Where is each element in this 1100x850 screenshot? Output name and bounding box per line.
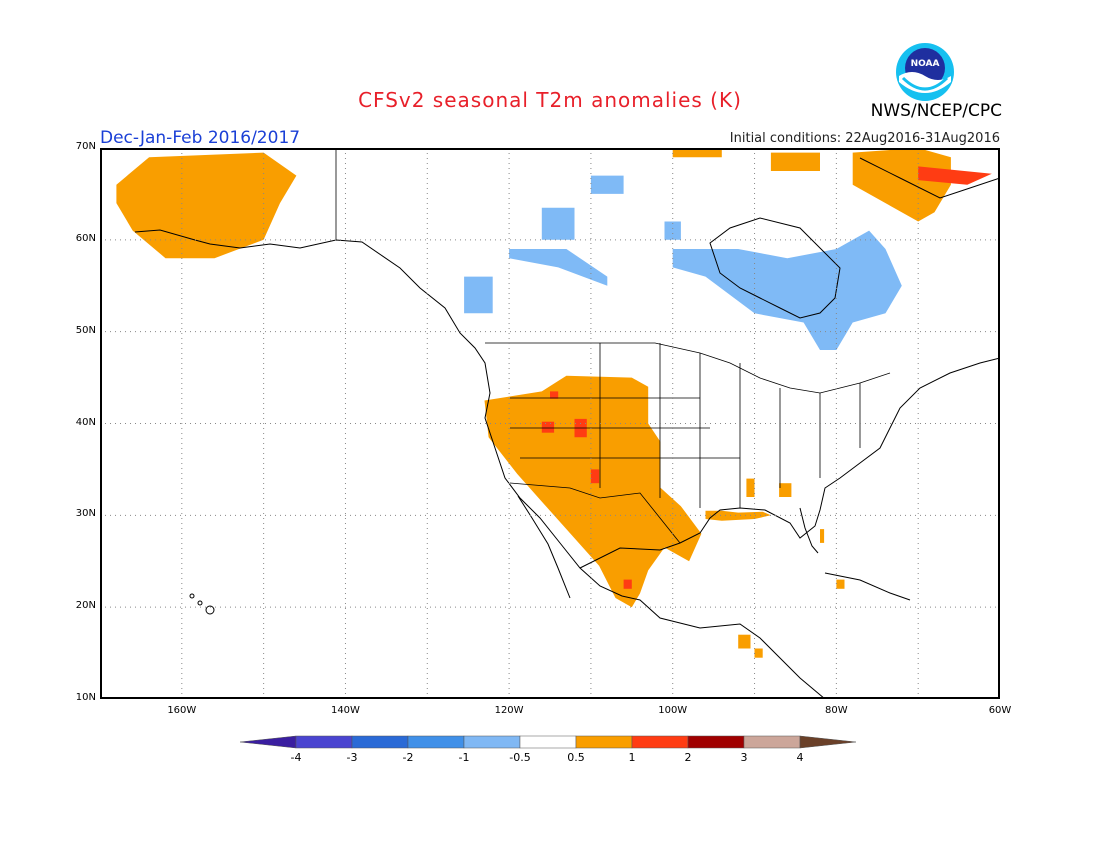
latitude-label: 60N [75, 232, 96, 244]
chart-title: CFSv2 seasonal T2m anomalies (K) [358, 88, 742, 112]
greenland-edge [859, 157, 1000, 199]
colorbar-segment [407, 735, 465, 749]
graticule [100, 148, 1000, 699]
hawaii-island [197, 600, 203, 606]
latitude-label: 70N [75, 141, 96, 152]
initial-conditions: Initial conditions: 22Aug2016-31Aug2016 [729, 131, 1000, 146]
anomaly-region-alaska-warm [116, 152, 297, 259]
colorbar-label: -1 [458, 751, 470, 764]
anomaly-region-labrador-warm [852, 148, 951, 222]
colorbar-label: 2 [684, 751, 692, 764]
colorbar-label: 1 [628, 751, 636, 764]
anomaly-region-new-mexico-hot [590, 469, 600, 484]
colorbar [240, 735, 857, 749]
colorbar-segment [743, 735, 801, 749]
anomaly-region-bc-cool [464, 276, 493, 314]
hawaii-island [189, 593, 195, 599]
latitude-label: 30N [75, 508, 96, 520]
anomaly-region-cuba-warm [836, 579, 845, 589]
anomaly-region-mexico-hot [623, 579, 632, 589]
colorbar-label: -4 [290, 751, 302, 764]
state-borders [510, 343, 861, 508]
colorbar-label: -2 [402, 751, 414, 764]
colorbar-label: -3 [346, 751, 358, 764]
agency-label: NWS/NCEP/CPC [870, 101, 1002, 121]
colorbar-segment [351, 735, 409, 749]
forecast-period: Dec-Jan-Feb 2016/2017 [100, 128, 301, 148]
colorbar-segment [463, 735, 521, 749]
anomaly-regions [116, 148, 992, 658]
colorbar-segment [799, 735, 857, 749]
anomaly-region-central-america-warm [738, 634, 751, 649]
longitude-label: 60W [988, 705, 1012, 716]
anomaly-region-nunavut-cool [590, 175, 624, 194]
latitude-label: 40N [75, 416, 96, 428]
colorbar-segment [295, 735, 353, 749]
longitude-label: 160W [167, 705, 197, 716]
colorbar-segment [631, 735, 689, 749]
map-frame [100, 148, 1000, 699]
anomaly-region-quebec-cool [672, 230, 902, 350]
noaa-logo: NOAA [895, 42, 955, 102]
latitude-label: 20N [75, 600, 96, 612]
anomaly-map [100, 148, 1000, 699]
anomaly-region-florida-warm [820, 529, 825, 543]
anomaly-region-arctic-islands-warm [672, 149, 722, 158]
anomaly-region-idaho-hot [550, 391, 559, 399]
anomaly-region-central-america-warm-2 [754, 648, 763, 658]
anomaly-region-alabama-warm [779, 483, 792, 497]
cuba-coast [824, 572, 911, 601]
west-coastline [134, 229, 826, 699]
colorbar-segment [240, 735, 297, 749]
colorbar-label: -0.5 [509, 751, 531, 764]
colorbar-segment [519, 735, 577, 749]
east-coastline [579, 357, 1000, 569]
longitude-label: 80W [825, 705, 848, 716]
noaa-logo-text: NOAA [911, 59, 940, 69]
hudson-bay [709, 217, 841, 319]
latitude-label: 10N [75, 692, 96, 703]
anomaly-region-mississippi-warm [746, 478, 755, 497]
longitude-label: 100W [658, 705, 688, 716]
colorbar-label: 4 [796, 751, 804, 764]
anomaly-region-utah-hot [541, 421, 555, 433]
us-mexico-border [509, 482, 681, 544]
anomaly-region-us-southwest-warm [484, 375, 702, 608]
colorbar-segment [687, 735, 745, 749]
florida-coast [799, 507, 819, 554]
latitude-label: 50N [75, 324, 96, 336]
us-canada-border [485, 342, 891, 394]
baja-coast [517, 495, 571, 599]
longitude-label: 120W [494, 705, 524, 716]
anomaly-region-arctic-canada-warm [770, 152, 820, 171]
hawaii-island [205, 605, 215, 615]
coastlines [134, 157, 1000, 699]
colorbar-label: 0.5 [567, 751, 585, 764]
anomaly-region-nwt-cool [541, 207, 575, 240]
anomaly-region-alberta-cool [509, 249, 608, 286]
borders [335, 148, 891, 544]
colorbar-segment [575, 735, 633, 749]
anomaly-region-hudson-cool [664, 221, 681, 240]
anomaly-region-labrador-hot [918, 166, 992, 185]
colorbar-label: 3 [740, 751, 748, 764]
longitude-label: 140W [330, 705, 360, 716]
